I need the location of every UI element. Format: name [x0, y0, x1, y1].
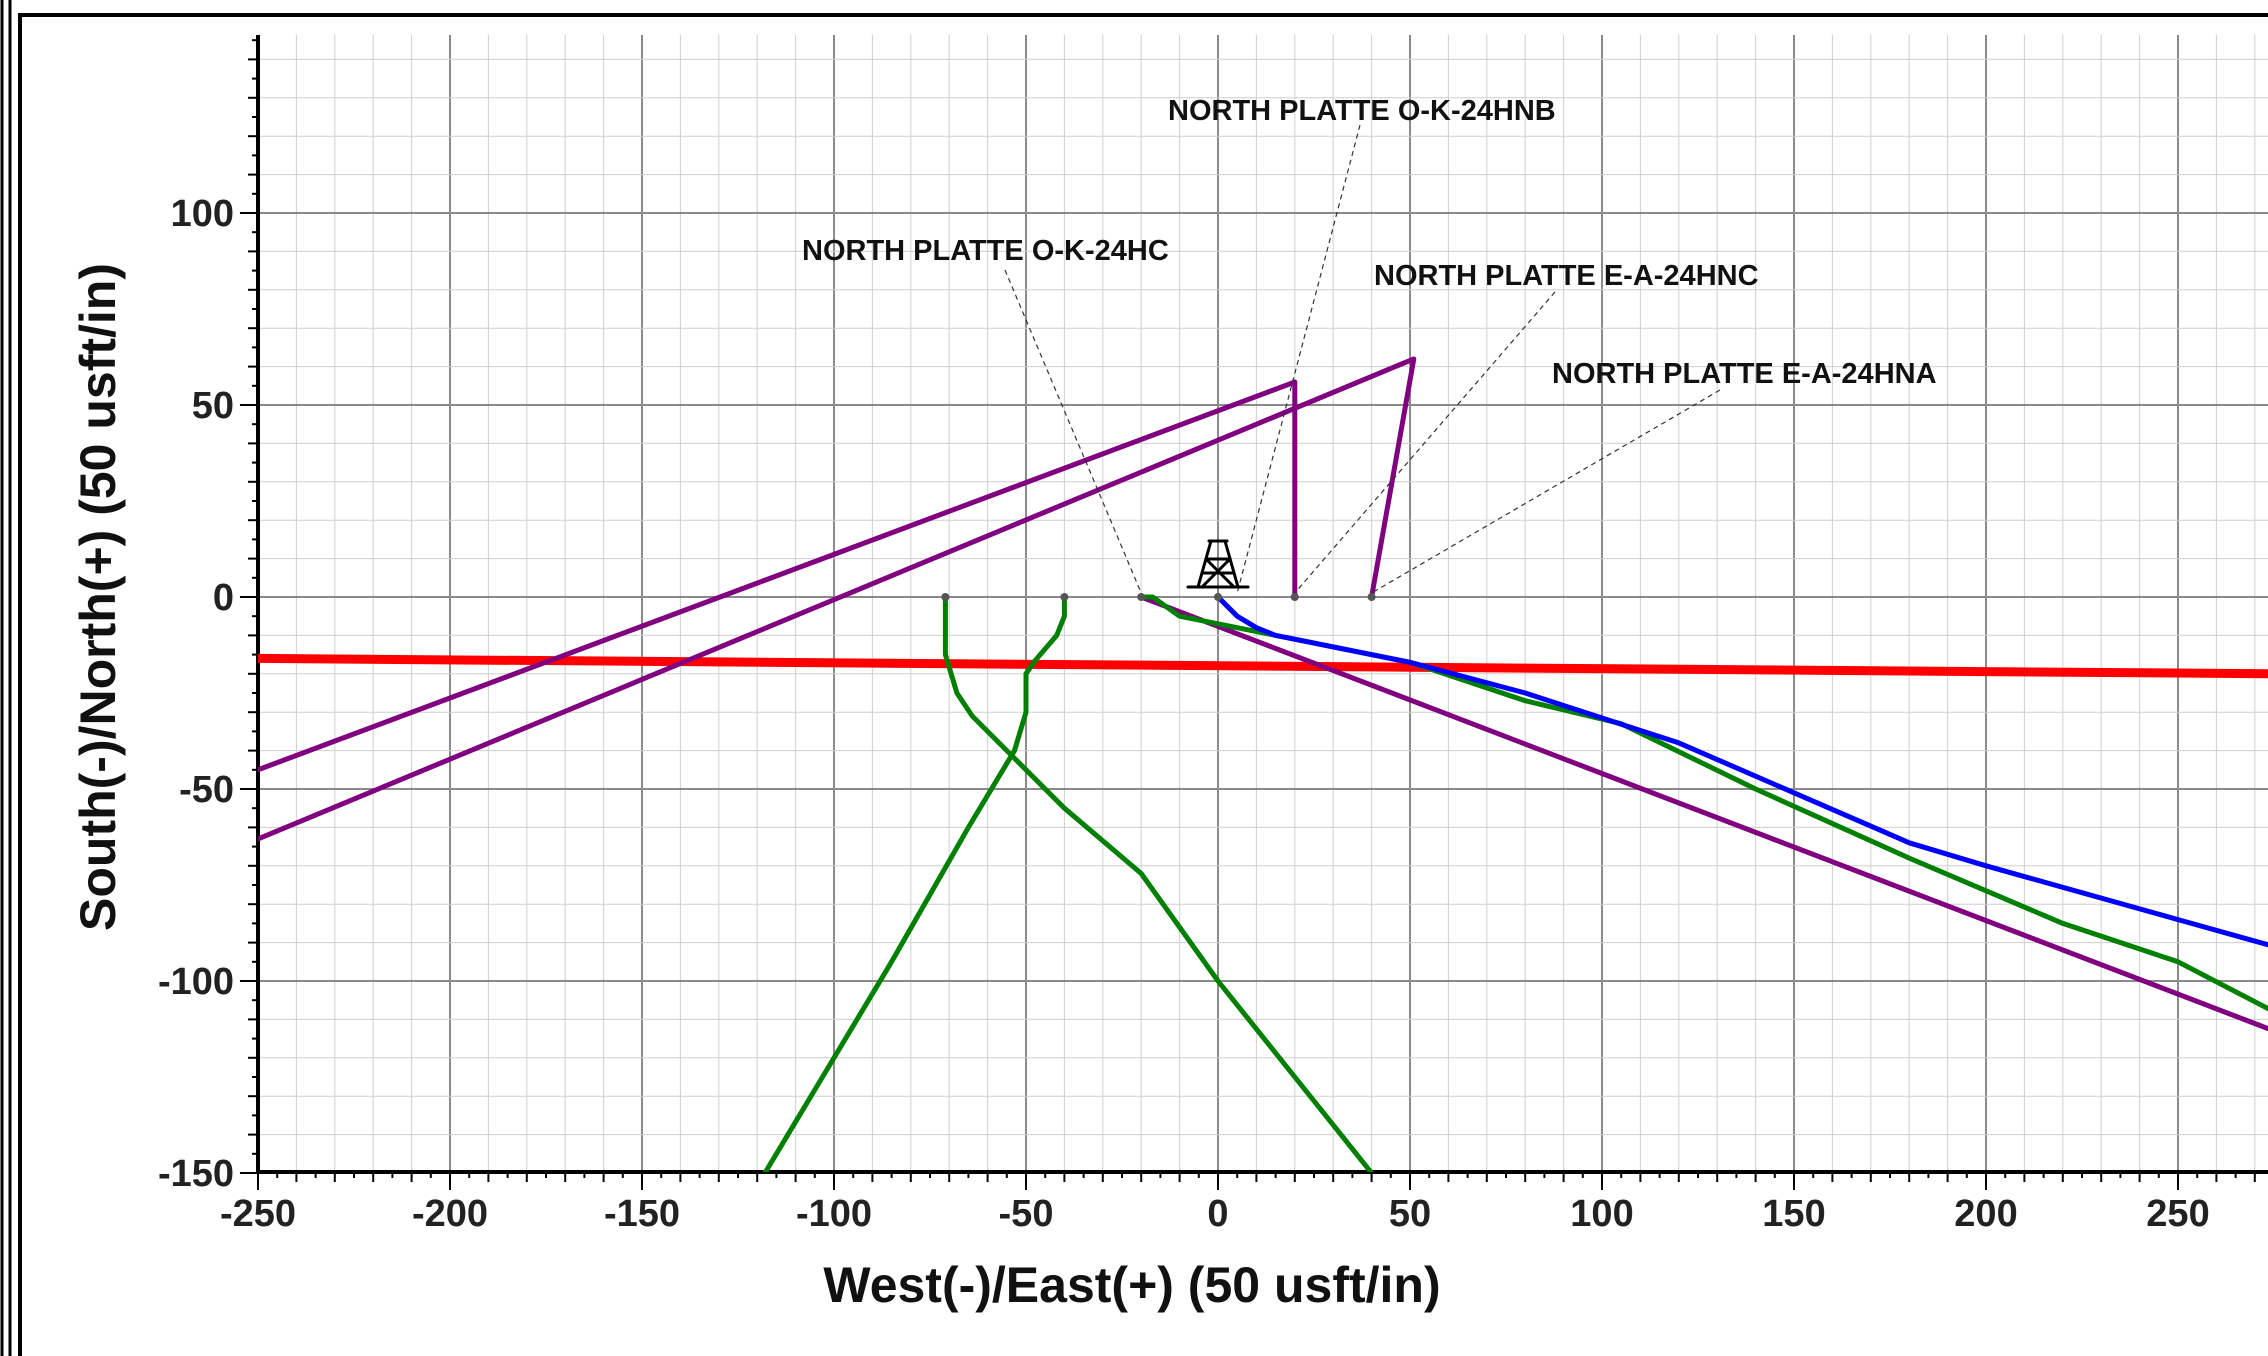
rig-cross	[1204, 557, 1236, 589]
axes: -250 -200 -150 -100 -50 0 50 100 150 200 250 100 50 0…	[158, 35, 2268, 1235]
x-axis-title: West(-)/East(+) (50 usft/in)	[823, 1257, 1440, 1313]
y-tick-label: 50	[192, 385, 234, 427]
callout-leader	[1294, 291, 1556, 594]
well-start-dot	[1137, 593, 1146, 601]
callout-label: NORTH PLATTE E-A-24HNC	[1374, 260, 1759, 292]
series-line-purple-2	[258, 356, 1417, 842]
well-callouts: NORTH PLATTE O-K-24HNB NORTH PLATTE O-K-2…	[802, 95, 1937, 594]
well-start-dot	[1367, 593, 1376, 601]
y-tick-label: 100	[171, 193, 234, 235]
x-tick-label: 50	[1389, 1193, 1431, 1235]
series-line-blue-7	[1215, 594, 2268, 948]
callout-label: NORTH PLATTE E-A-24HNA	[1552, 358, 1937, 390]
series-line-red-0	[258, 653, 2268, 679]
x-tick-label: -100	[796, 1193, 872, 1235]
x-tick-label: 0	[1207, 1193, 1228, 1235]
rig-icon	[1186, 539, 1250, 589]
callout-label: NORTH PLATTE O-K-24HC	[802, 235, 1169, 267]
series-line-purple-3	[1138, 594, 2268, 1032]
well-start-dot	[941, 593, 950, 601]
x-tick-label: 100	[1570, 1193, 1633, 1235]
well-start-dot	[1290, 593, 1299, 601]
rig-cross	[1200, 557, 1232, 589]
y-tick-label: -100	[158, 961, 234, 1003]
rig-leg-left	[1196, 539, 1213, 589]
left-edge-border	[0, 0, 12, 1356]
y-tick-label: -150	[158, 1153, 234, 1195]
callout-leader	[1004, 269, 1142, 594]
callout-leader	[1371, 389, 1721, 594]
series-line-green-5	[942, 594, 1374, 1172]
series-group	[258, 356, 2268, 1172]
y-tick-label: -50	[179, 769, 234, 811]
x-tick-label: -250	[220, 1193, 296, 1235]
x-tick-label: -150	[604, 1193, 680, 1235]
chart-frame	[18, 13, 2268, 1356]
x-tick-label: -50	[999, 1193, 1054, 1235]
x-tick-label: 150	[1762, 1193, 1825, 1235]
series-line-purple-1	[258, 379, 1298, 773]
rig-leg-right	[1223, 539, 1240, 589]
callout-label: NORTH PLATTE O-K-24HNB	[1168, 95, 1556, 127]
x-tick-label: 200	[1954, 1193, 2017, 1235]
y-axis-title: South(-)/North(+) (50 usft/in)	[70, 263, 126, 931]
x-tick-label: -200	[412, 1193, 488, 1235]
series-line-green-4	[1138, 594, 2268, 1012]
grid	[257, 35, 2268, 1174]
well-start-dot	[1214, 593, 1222, 601]
well-start-dot	[1060, 593, 1069, 601]
x-tick-label: 250	[2146, 1193, 2209, 1235]
series-line-green-6	[762, 594, 1067, 1172]
y-tick-label: 0	[213, 577, 234, 619]
